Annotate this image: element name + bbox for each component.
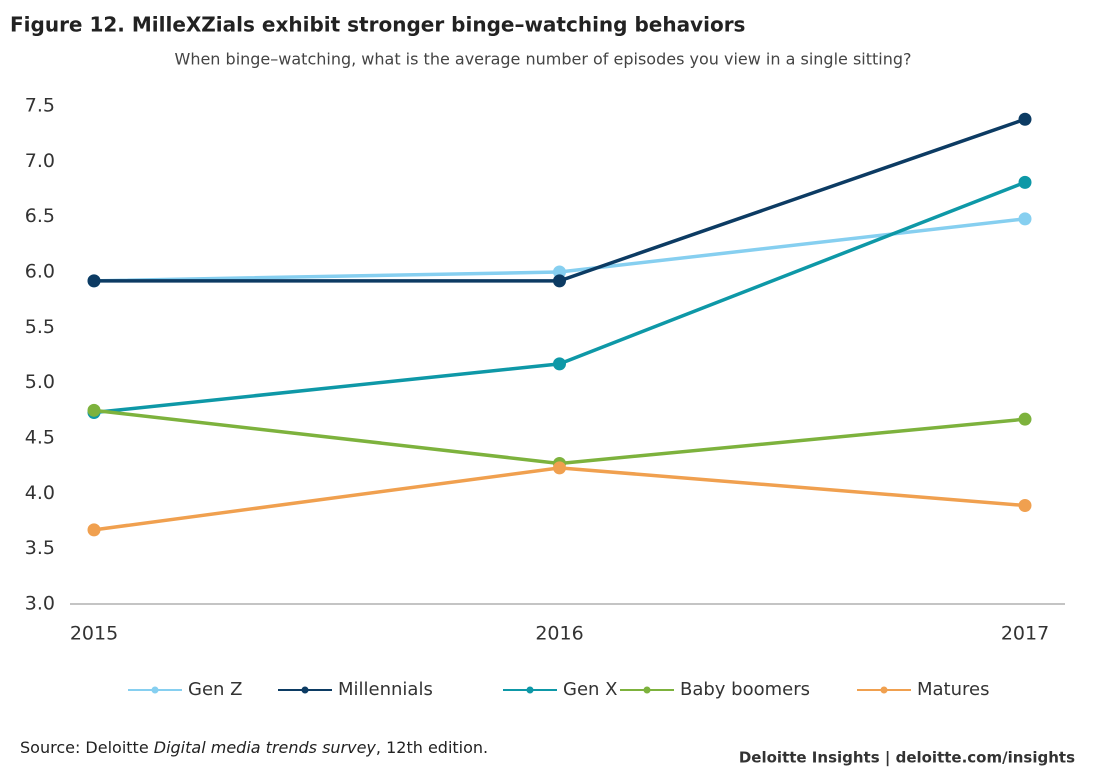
series-line (94, 117, 1026, 283)
legend-marker (301, 686, 309, 694)
legend-marker (526, 686, 534, 694)
y-tick-label: 4.0 (25, 482, 55, 504)
chart-subtitle: When binge–watching, what is the average… (175, 50, 912, 69)
y-tick-label: 4.5 (25, 427, 55, 449)
series-line (93, 466, 1026, 532)
data-point (87, 274, 101, 288)
data-point (1018, 412, 1032, 426)
y-tick-label: 3.0 (25, 593, 55, 615)
data-point (553, 461, 566, 475)
legend-marker (880, 686, 888, 694)
data-point (87, 523, 101, 537)
source-text: , 12th edition. (376, 738, 488, 757)
y-tick-label: 7.5 (25, 95, 55, 117)
legend-marker (643, 686, 651, 694)
source-text: Source: Deloitte (20, 738, 154, 757)
legend-label: Millennials (338, 679, 433, 700)
series-line (93, 180, 1026, 415)
y-tick-label: 3.5 (25, 537, 55, 559)
legend-label: Gen X (563, 679, 617, 700)
series-line (93, 408, 1026, 466)
data-point (1018, 499, 1032, 513)
source-title: Digital media trends survey (154, 738, 377, 757)
data-point (553, 274, 566, 288)
data-point (553, 357, 566, 371)
legend-marker (151, 686, 159, 694)
y-tick-label: 5.0 (25, 371, 55, 393)
footer: Deloitte Insights | deloitte.com/insight… (739, 749, 1075, 768)
y-tick-label: 6.0 (25, 261, 55, 283)
legend-label: Matures (917, 679, 989, 700)
x-tick-label: 2017 (1001, 623, 1049, 645)
x-tick-label: 2016 (535, 623, 583, 645)
data-point (1018, 112, 1032, 126)
data-point (1018, 212, 1032, 226)
y-tick-label: 6.5 (25, 205, 55, 227)
data-point (87, 403, 101, 417)
y-tick-label: 5.5 (25, 316, 55, 338)
y-tick-label: 7.0 (25, 150, 55, 172)
data-point (1018, 175, 1032, 189)
legend-label: Gen Z (188, 679, 242, 700)
legend-label: Baby boomers (680, 679, 810, 700)
x-tick-label: 2015 (70, 623, 118, 645)
chart-title: Figure 12. MilleXZials exhibit stronger … (10, 13, 745, 37)
source: Source: Deloitte Digital media trends su… (20, 738, 488, 757)
